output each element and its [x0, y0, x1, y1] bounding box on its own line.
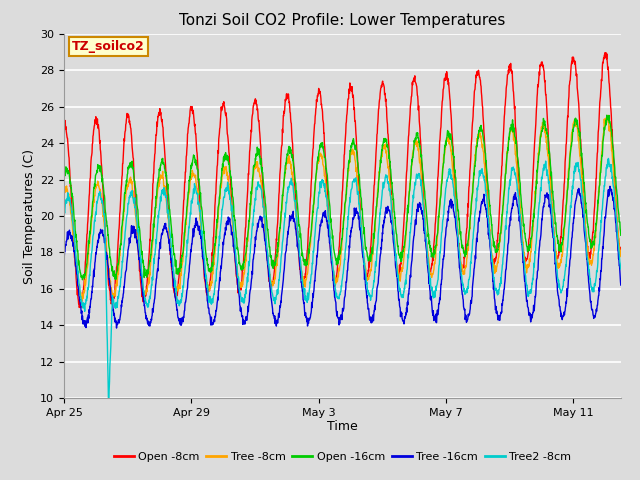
Y-axis label: Soil Temperatures (C): Soil Temperatures (C) [23, 148, 36, 284]
X-axis label: Time: Time [327, 420, 358, 432]
Title: Tonzi Soil CO2 Profile: Lower Temperatures: Tonzi Soil CO2 Profile: Lower Temperatur… [179, 13, 506, 28]
Text: TZ_soilco2: TZ_soilco2 [72, 40, 145, 53]
Legend: Open -8cm, Tree -8cm, Open -16cm, Tree -16cm, Tree2 -8cm: Open -8cm, Tree -8cm, Open -16cm, Tree -… [109, 448, 575, 467]
